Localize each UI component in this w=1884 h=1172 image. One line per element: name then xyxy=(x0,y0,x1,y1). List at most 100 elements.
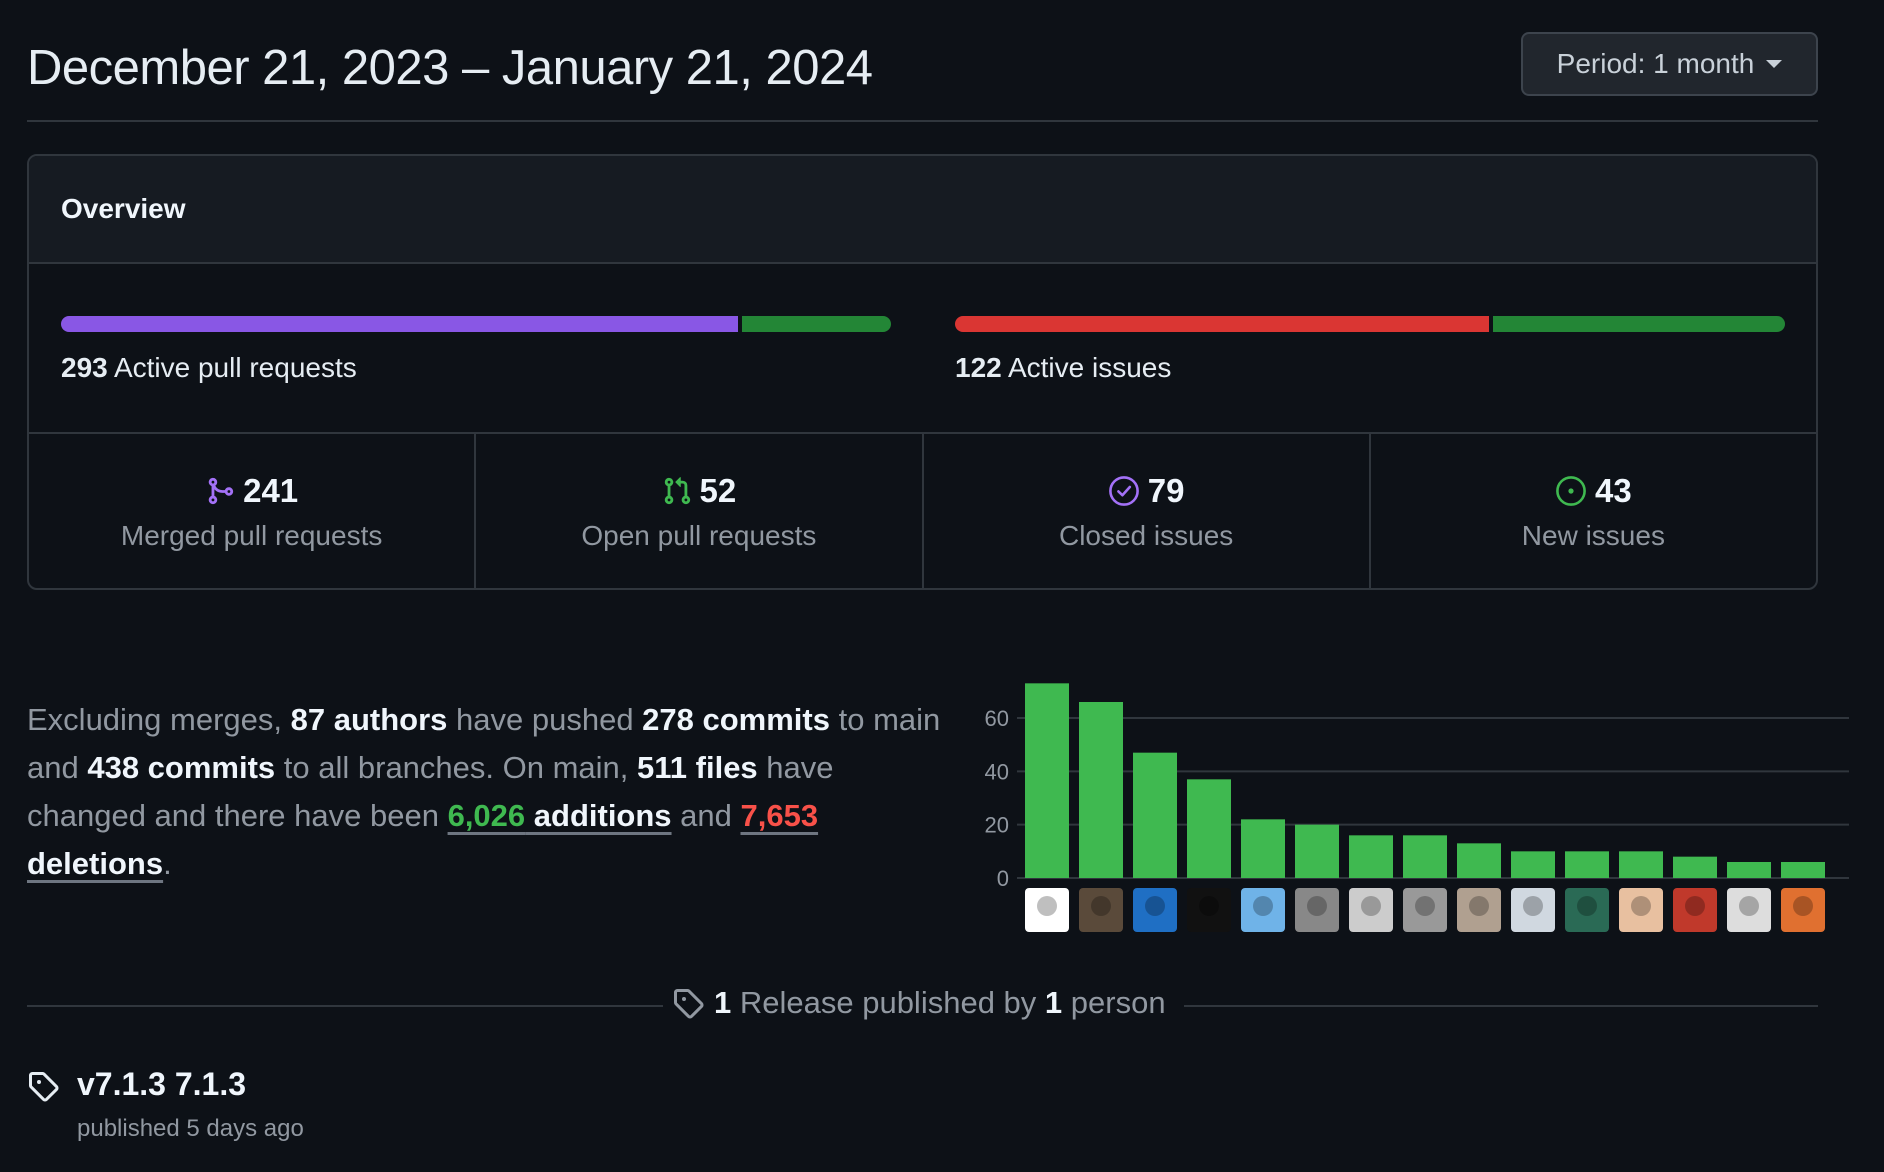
divider-line xyxy=(1184,1005,1818,1007)
active-pull-requests-count: 293 xyxy=(61,352,108,383)
open-pr-label: Open pull requests xyxy=(581,520,817,551)
contributor-avatar[interactable] xyxy=(1349,888,1393,932)
deletions-link[interactable]: 7,653 deletions xyxy=(27,798,818,881)
avatar-face xyxy=(1091,896,1111,916)
tag-icon xyxy=(29,1072,59,1102)
new-issues-label: New issues xyxy=(1521,520,1665,551)
release-published-time: published 5 days ago xyxy=(77,1115,304,1142)
contributor-bar[interactable] xyxy=(1349,835,1393,878)
contributor-bar[interactable] xyxy=(1187,779,1231,878)
contributor-avatar[interactable] xyxy=(1619,888,1663,932)
contributor-avatar[interactable] xyxy=(1295,888,1339,932)
contributor-avatar[interactable] xyxy=(1727,888,1771,932)
overview-box: Overview 293 Active pull requests xyxy=(27,154,1818,590)
new-segment xyxy=(1493,316,1785,332)
summary-text: have pushed xyxy=(447,702,643,737)
y-tick-label: 0 xyxy=(997,866,1009,890)
tag-icon xyxy=(674,989,704,1019)
period-label: Period: 1 month xyxy=(1556,48,1755,79)
merged-segment xyxy=(61,316,738,332)
contributor-avatar[interactable] xyxy=(1457,888,1501,932)
contributor-bar[interactable] xyxy=(1457,843,1501,878)
pulse-page: December 21, 2023 – January 21, 2024 Per… xyxy=(27,0,1849,1142)
contributor-bar[interactable] xyxy=(1079,702,1123,878)
avatar-face xyxy=(1523,896,1543,916)
contributor-avatar[interactable] xyxy=(1187,888,1231,932)
header: December 21, 2023 – January 21, 2024 Per… xyxy=(27,0,1818,122)
git-pull-request-icon xyxy=(664,477,690,505)
contributor-avatar[interactable] xyxy=(1565,888,1609,932)
stat-merged-pull-requests[interactable]: 241 Merged pull requests xyxy=(29,434,477,588)
stats-row: 241 Merged pull requests 52 Open pull re… xyxy=(29,434,1816,588)
issue-closed-icon xyxy=(1108,476,1139,506)
release-title-link[interactable]: v7.1.3 7.1.3 xyxy=(77,1066,247,1102)
release-divider xyxy=(27,1005,1818,1007)
contributor-avatar[interactable] xyxy=(1511,888,1555,932)
contributor-avatar[interactable] xyxy=(1781,888,1825,932)
contributor-avatar[interactable] xyxy=(1025,888,1069,932)
contributor-bar[interactable] xyxy=(1673,856,1717,878)
overview-title: Overview xyxy=(61,193,186,224)
contributor-bar[interactable] xyxy=(1025,683,1069,878)
stat-closed-issues[interactable]: 79 Closed issues xyxy=(924,434,1371,588)
stat-new-issues[interactable]: 43 New issues xyxy=(1371,434,1816,588)
summary-text: . xyxy=(163,846,172,881)
summary-text: to all branches. On main, xyxy=(275,750,638,785)
active-pull-requests-label: 293 Active pull requests xyxy=(61,352,891,384)
contributor-avatar[interactable] xyxy=(1133,888,1177,932)
release-item: v7.1.3 7.1.3 published 5 days ago xyxy=(27,1066,304,1143)
contributor-avatars xyxy=(949,888,1849,932)
closed-issues-count: 79 xyxy=(1147,472,1185,509)
y-tick-label: 20 xyxy=(985,813,1009,838)
merged-count: 241 xyxy=(243,472,299,509)
contributor-avatar[interactable] xyxy=(1403,888,1447,932)
contributors-chart: 0 20 40 60 xyxy=(949,660,1849,950)
release-count: 1 xyxy=(714,985,732,1020)
avatar-face xyxy=(1415,896,1435,916)
contributor-bar[interactable] xyxy=(1133,752,1177,878)
summary-text: Excluding merges, xyxy=(27,702,291,737)
contributor-bar[interactable] xyxy=(1781,862,1825,878)
closed-issues-label: Closed issues xyxy=(1058,520,1234,551)
contributor-bar[interactable] xyxy=(1565,851,1609,878)
commit-summary: Excluding merges, 87 authors have pushed… xyxy=(27,696,947,888)
contributor-bar[interactable] xyxy=(1241,819,1285,878)
active-pull-requests-text: Active pull requests xyxy=(113,352,357,383)
avatar-face xyxy=(1469,896,1489,916)
divider-line xyxy=(27,1005,663,1007)
open-segment xyxy=(742,316,891,332)
stat-open-pull-requests[interactable]: 52 Open pull requests xyxy=(476,434,924,588)
contributor-bar[interactable] xyxy=(1727,862,1771,878)
summary-text: to main and xyxy=(27,702,941,785)
avatar-face xyxy=(1145,896,1165,916)
contributor-avatar[interactable] xyxy=(1241,888,1285,932)
contributor-avatar[interactable] xyxy=(1079,888,1123,932)
contributor-bar[interactable] xyxy=(1511,851,1555,878)
merged-label: Merged pull requests xyxy=(120,520,383,551)
issues-bar xyxy=(955,316,1785,332)
contributor-bar[interactable] xyxy=(1295,824,1339,878)
caret-down-icon xyxy=(1766,60,1783,68)
active-issues-label: 122 Active issues xyxy=(955,352,1785,384)
contributor-bar[interactable] xyxy=(1403,835,1447,878)
avatar-face xyxy=(1199,896,1219,916)
authors-count: 87 authors xyxy=(290,702,448,737)
pull-requests-summary[interactable]: 293 Active pull requests xyxy=(61,316,891,384)
avatar-face xyxy=(1253,896,1273,916)
avatar-face xyxy=(1307,896,1327,916)
contributor-bar[interactable] xyxy=(1619,851,1663,878)
avatar-face xyxy=(1361,896,1381,916)
overview-header: Overview xyxy=(29,156,1816,264)
avatar-face xyxy=(1631,896,1651,916)
period-dropdown-button[interactable]: Period: 1 month xyxy=(1521,32,1818,96)
contributor-avatar[interactable] xyxy=(1673,888,1717,932)
release-people-count: 1 xyxy=(1044,985,1063,1020)
contributors-bar-chart: 0 20 40 60 xyxy=(985,683,1849,890)
active-issues-text: Active issues xyxy=(1007,352,1172,383)
issues-summary[interactable]: 122 Active issues xyxy=(955,316,1785,384)
avatar-face xyxy=(1577,896,1597,916)
git-merge-icon xyxy=(208,477,234,505)
closed-segment xyxy=(955,316,1489,332)
releases-heading: 1 Release published by 1 person xyxy=(672,985,1166,1021)
additions-link[interactable]: 6,026 additions xyxy=(448,798,672,833)
